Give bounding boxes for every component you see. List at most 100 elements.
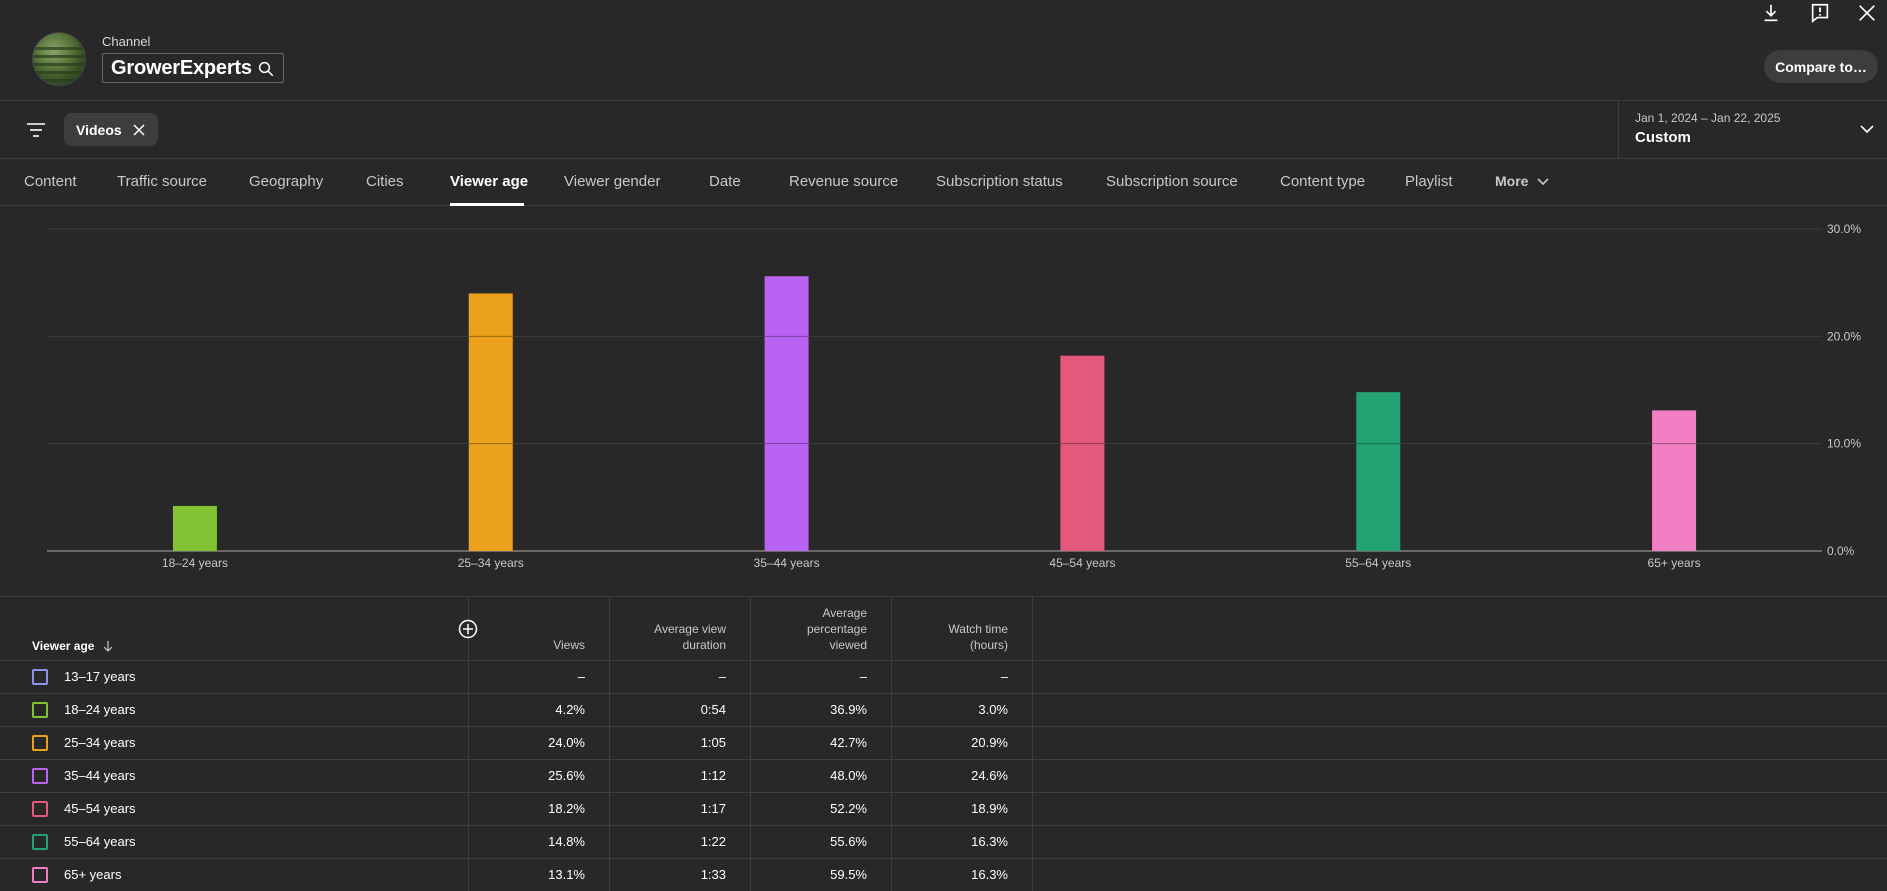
tab-subscription-status[interactable]: Subscription status bbox=[936, 173, 1063, 190]
column-header-watch-time[interactable]: Watch time (hours) bbox=[900, 621, 1008, 653]
cell-pct: 59.5% bbox=[830, 867, 867, 882]
header-line: (hours) bbox=[969, 638, 1008, 652]
tab-date[interactable]: Date bbox=[709, 173, 741, 190]
tab-subscription-source[interactable]: Subscription source bbox=[1106, 173, 1238, 190]
cell-watch: 18.9% bbox=[971, 801, 1008, 816]
channel-selector[interactable]: GrowerExperts bbox=[102, 53, 284, 83]
column-header-views[interactable]: Views bbox=[553, 638, 585, 652]
add-metric-icon[interactable] bbox=[458, 619, 478, 639]
tab-geography[interactable]: Geography bbox=[249, 173, 324, 190]
cell-pct: – bbox=[859, 669, 867, 684]
date-range-text: Jan 1, 2024 – Jan 22, 2025 bbox=[1635, 111, 1781, 125]
row-label: 55–64 years bbox=[64, 834, 136, 849]
viewer-age-table: Viewer age Views Average view duration A… bbox=[0, 596, 1887, 891]
tab-cities[interactable]: Cities bbox=[366, 173, 404, 190]
channel-name: GrowerExperts bbox=[111, 56, 252, 79]
header-line: viewed bbox=[829, 638, 867, 652]
table-row[interactable]: 18–24 years 4.2% 0:54 36.9% 3.0% bbox=[0, 693, 1887, 726]
compare-button[interactable]: Compare to… bbox=[1764, 50, 1878, 83]
table-row[interactable]: 35–44 years 25.6% 1:12 48.0% 24.6% bbox=[0, 759, 1887, 792]
channel-avatar bbox=[32, 32, 86, 86]
cell-duration: 1:05 bbox=[700, 735, 726, 750]
tab-more[interactable]: More bbox=[1495, 173, 1550, 189]
header-line: duration bbox=[682, 638, 726, 652]
header-line: percentage bbox=[806, 622, 867, 636]
cell-watch: 24.6% bbox=[971, 768, 1008, 783]
dimension-tabs: Content Traffic source Geography Cities … bbox=[0, 160, 1887, 206]
x-tick-label: 18–24 years bbox=[162, 556, 228, 570]
cell-duration: 1:12 bbox=[700, 768, 726, 783]
cell-views: 25.6% bbox=[548, 768, 585, 783]
active-tab-indicator bbox=[450, 203, 524, 206]
cell-watch: 16.3% bbox=[971, 834, 1008, 849]
tab-traffic-source[interactable]: Traffic source bbox=[117, 173, 208, 190]
cell-views: – bbox=[577, 669, 585, 684]
download-icon[interactable] bbox=[1760, 2, 1782, 24]
table-row[interactable]: 65+ years 13.1% 1:33 59.5% 16.3% bbox=[0, 858, 1887, 891]
bar-25-34-years[interactable] bbox=[468, 293, 513, 551]
cell-pct: 48.0% bbox=[830, 768, 867, 783]
cell-views: 18.2% bbox=[548, 801, 585, 816]
row-label: 45–54 years bbox=[64, 801, 136, 816]
series-checkbox[interactable] bbox=[32, 801, 48, 817]
feedback-icon[interactable] bbox=[1809, 2, 1831, 24]
viewer-age-bar-chart: 0.0% 10.0% 20.0% 30.0% 18–24 years 25–34 year… bbox=[47, 222, 1861, 570]
tab-revenue-source[interactable]: Revenue source bbox=[789, 173, 899, 190]
remove-filter-icon[interactable] bbox=[132, 123, 146, 137]
cell-pct: 52.2% bbox=[830, 801, 867, 816]
series-checkbox[interactable] bbox=[32, 735, 48, 751]
row-label: 25–34 years bbox=[64, 735, 136, 750]
search-icon[interactable] bbox=[257, 60, 275, 78]
filter-bar: Videos Jan 1, 2024 – Jan 22, 2025 Custom bbox=[0, 101, 1887, 159]
chevron-down-icon[interactable] bbox=[1859, 121, 1875, 137]
series-checkbox[interactable] bbox=[32, 867, 48, 883]
bar-45-54-years[interactable] bbox=[1060, 355, 1105, 551]
bar-55-64-years[interactable] bbox=[1356, 392, 1401, 551]
column-header-viewer-age[interactable]: Viewer age bbox=[32, 639, 114, 653]
cell-pct: 55.6% bbox=[830, 834, 867, 849]
table-row[interactable]: 55–64 years 14.8% 1:22 55.6% 16.3% bbox=[0, 825, 1887, 858]
tab-viewer-gender[interactable]: Viewer gender bbox=[564, 173, 661, 190]
series-checkbox[interactable] bbox=[32, 768, 48, 784]
filter-chip-videos[interactable]: Videos bbox=[64, 113, 158, 146]
series-checkbox[interactable] bbox=[32, 834, 48, 850]
row-label: 13–17 years bbox=[64, 669, 136, 684]
close-icon[interactable] bbox=[1856, 2, 1878, 24]
header-line: Watch time bbox=[948, 622, 1008, 636]
cell-duration: 1:22 bbox=[700, 834, 726, 849]
y-tick-label: 30.0% bbox=[1827, 222, 1861, 236]
bar-65+-years[interactable] bbox=[1652, 410, 1697, 551]
tab-more-label: More bbox=[1495, 173, 1529, 189]
filter-chip-label: Videos bbox=[76, 121, 122, 138]
tab-playlist[interactable]: Playlist bbox=[1405, 173, 1453, 190]
y-tick-label: 0.0% bbox=[1827, 544, 1855, 558]
series-checkbox[interactable] bbox=[32, 702, 48, 718]
date-range-picker[interactable]: Jan 1, 2024 – Jan 22, 2025 Custom bbox=[1618, 101, 1887, 159]
table-row[interactable]: 13–17 years – – – – bbox=[0, 660, 1887, 693]
date-preset: Custom bbox=[1635, 129, 1691, 146]
tab-content[interactable]: Content bbox=[24, 173, 77, 190]
column-header-viewer-age-label: Viewer age bbox=[32, 639, 95, 653]
tab-viewer-age[interactable]: Viewer age bbox=[450, 173, 529, 190]
cell-duration: 1:33 bbox=[700, 867, 726, 882]
table-row[interactable]: 25–34 years 24.0% 1:05 42.7% 20.9% bbox=[0, 726, 1887, 759]
row-label: 35–44 years bbox=[64, 768, 136, 783]
column-header-avg-percentage-viewed[interactable]: Average percentage viewed bbox=[760, 605, 867, 653]
sort-down-icon[interactable] bbox=[102, 640, 114, 652]
series-checkbox[interactable] bbox=[32, 669, 48, 685]
x-tick-label: 25–34 years bbox=[458, 556, 524, 570]
table-row[interactable]: 45–54 years 18.2% 1:17 52.2% 18.9% bbox=[0, 792, 1887, 825]
cell-watch: – bbox=[1000, 669, 1008, 684]
y-tick-label: 20.0% bbox=[1827, 329, 1861, 343]
tab-content-type[interactable]: Content type bbox=[1280, 173, 1366, 190]
bar-35-44-years[interactable] bbox=[764, 276, 809, 551]
bar-18-24-years[interactable] bbox=[172, 505, 217, 551]
cell-watch: 3.0% bbox=[978, 702, 1008, 717]
column-header-avg-view-duration[interactable]: Average view duration bbox=[620, 621, 726, 653]
filter-icon[interactable] bbox=[24, 119, 48, 141]
header-line: Average view bbox=[654, 622, 726, 636]
cell-views: 13.1% bbox=[548, 867, 585, 882]
header-line: Average bbox=[822, 606, 867, 620]
cell-views: 14.8% bbox=[548, 834, 585, 849]
report-header: Channel GrowerExperts Compare to… bbox=[0, 0, 1887, 101]
